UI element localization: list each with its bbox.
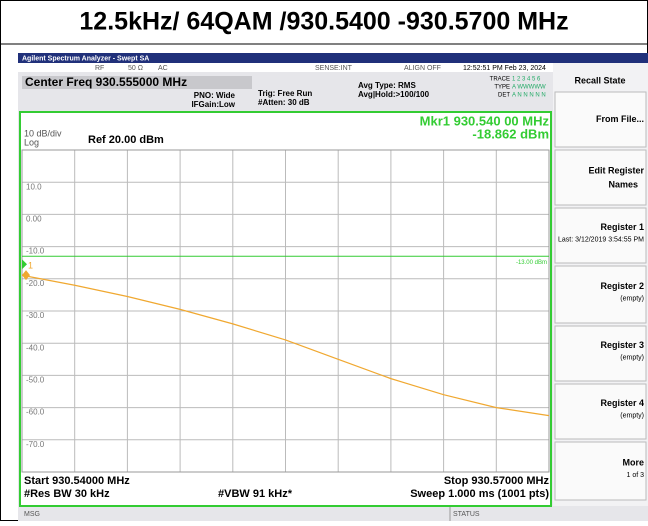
trace-info: A N N N N N (512, 93, 546, 99)
y-tick-label: -20.0 (26, 279, 45, 288)
softkey[interactable] (554, 207, 647, 264)
softkey-title: Recall State (574, 75, 625, 85)
status: ALIGN OFF (404, 65, 441, 72)
display-line-label: -13.00 dBm (516, 260, 547, 266)
status: AC (158, 65, 168, 72)
trace-info: 1 2 3 4 5 6 (512, 77, 541, 83)
app-title: Agilent Spectrum Analyzer - Swept SA (22, 55, 149, 62)
softkey-label: More (622, 457, 644, 467)
sweep: Sweep 1.000 ms (1001 pts) (410, 488, 549, 500)
y-tick-label: -30.0 (26, 311, 45, 320)
softkey-label: Register 4 (600, 398, 644, 408)
softkey-label: From File... (596, 114, 644, 124)
trace-info: TRACE (490, 77, 510, 83)
avg-hold: Avg|Hold:>100/100 (358, 90, 430, 99)
plot-border (21, 149, 550, 473)
softkey-label: Register 2 (600, 281, 644, 291)
softkey[interactable] (554, 325, 647, 382)
marker-readout: Mkr1 930.540 00 MHz (420, 113, 550, 128)
marker-value: -18.862 dBm (472, 126, 549, 141)
trig: Trig: Free Run (258, 89, 312, 98)
y-tick-label: -60.0 (26, 408, 45, 417)
y-tick-label: -10.0 (26, 247, 45, 256)
msg: MSG (24, 511, 40, 518)
softkey-label: Edit Register Names (588, 166, 644, 190)
status-row (18, 63, 553, 72)
softkey-sub: (empty) (620, 354, 644, 361)
center-freq: Center Freq 930.555000 MHz (25, 75, 187, 89)
softkey-label: Register 1 (600, 222, 644, 232)
softkey[interactable] (554, 91, 647, 148)
y-tick-label: -40.0 (26, 343, 45, 352)
status: SENSE:INT (315, 65, 353, 72)
start: Start 930.54000 MHz (24, 475, 130, 487)
status-label: STATUS (453, 511, 480, 518)
softkey[interactable] (554, 265, 647, 324)
trace-info: DET (498, 93, 510, 99)
softkey-sub: (empty) (620, 295, 644, 302)
trace-info: TYPE (494, 85, 510, 91)
marker-label: 1 (28, 261, 33, 271)
softkey[interactable] (554, 441, 647, 501)
softkey[interactable] (554, 149, 647, 206)
app-bar (18, 53, 648, 63)
res-bw: #Res BW 30 kHz (24, 488, 110, 500)
trace (21, 274, 550, 417)
pno: PNO: Wide (194, 91, 236, 100)
left-arrow (22, 259, 27, 270)
y-tick-label: -70.0 (26, 440, 45, 449)
vbw: #VBW 91 kHz* (218, 488, 293, 500)
status: RF (95, 65, 104, 72)
center-freq-box (22, 76, 252, 89)
title: 12.5kHz/ 64QAM /930.5400 -930.5700 MHz (79, 8, 568, 36)
scale: 10 dB/div (24, 128, 62, 138)
avg-type: Avg Type: RMS (358, 81, 416, 90)
ifgain: IFGain:Low (191, 100, 235, 109)
scale-type: Log (24, 137, 39, 147)
atten: #Atten: 30 dB (258, 98, 310, 107)
status: 12:52:51 PM Feb 23, 2024 (463, 65, 546, 72)
softkey-label: Register 3 (600, 340, 644, 350)
y-tick-label: 10.0 (26, 182, 42, 191)
y-tick-label: -50.0 (26, 376, 45, 385)
softkey-sub: Last: 3/12/2019 3:54:55 PM (558, 236, 644, 243)
softkey-sub: 1 of 3 (626, 472, 644, 479)
y-tick-label: 0.00 (26, 215, 42, 224)
stop: Stop 930.57000 MHz (444, 475, 550, 487)
marker (22, 270, 30, 281)
trace-info: A WWWWW (512, 85, 546, 91)
ref-level: Ref 20.00 dBm (88, 134, 164, 146)
softkey-sub: (empty) (620, 412, 644, 419)
softkey[interactable] (554, 383, 647, 440)
status: 50 Ω (128, 65, 143, 72)
